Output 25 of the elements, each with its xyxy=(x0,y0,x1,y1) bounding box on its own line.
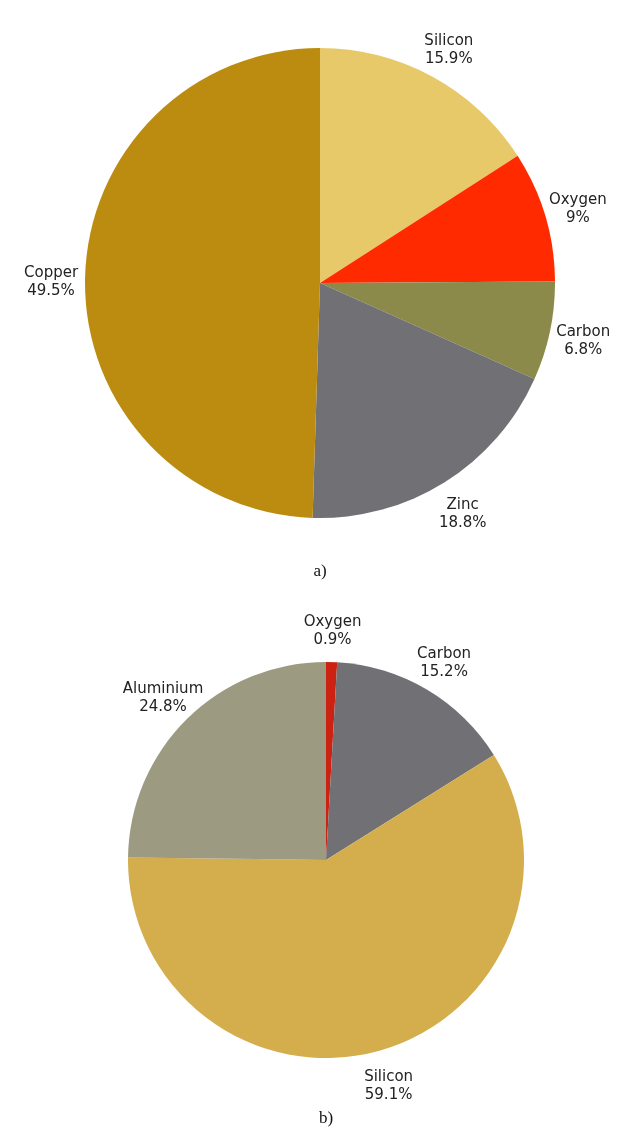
data-label: 24.8% xyxy=(139,696,187,715)
data-label: 6.8% xyxy=(564,340,603,359)
slice-label: Silicon xyxy=(364,1067,414,1086)
slice-label: Carbon xyxy=(556,322,611,341)
pie-slice xyxy=(320,48,518,283)
slice-label: Aluminium xyxy=(122,678,204,697)
data-label: 18.8% xyxy=(438,512,487,531)
pie-slice xyxy=(326,662,494,860)
slice-label: Silicon xyxy=(424,30,474,49)
pie-slice xyxy=(320,281,555,380)
pie-slice xyxy=(128,754,524,1058)
text: b) xyxy=(318,1108,334,1127)
slice-label: Copper xyxy=(23,262,79,281)
data-label: 15.9% xyxy=(425,48,473,67)
text: a) xyxy=(313,561,327,580)
data-label: 49.5% xyxy=(27,280,75,299)
slice-label: Oxygen xyxy=(303,611,362,630)
slice-label: Carbon xyxy=(417,644,472,663)
data-label: 59.1% xyxy=(364,1085,413,1104)
pie-slice xyxy=(85,48,320,518)
data-label: 0.9% xyxy=(313,629,352,648)
slice-label: Oxygen xyxy=(548,190,607,209)
data-label: 15.2% xyxy=(420,662,468,681)
data-label: 9% xyxy=(565,208,590,227)
slice-label: Zinc xyxy=(446,494,479,513)
